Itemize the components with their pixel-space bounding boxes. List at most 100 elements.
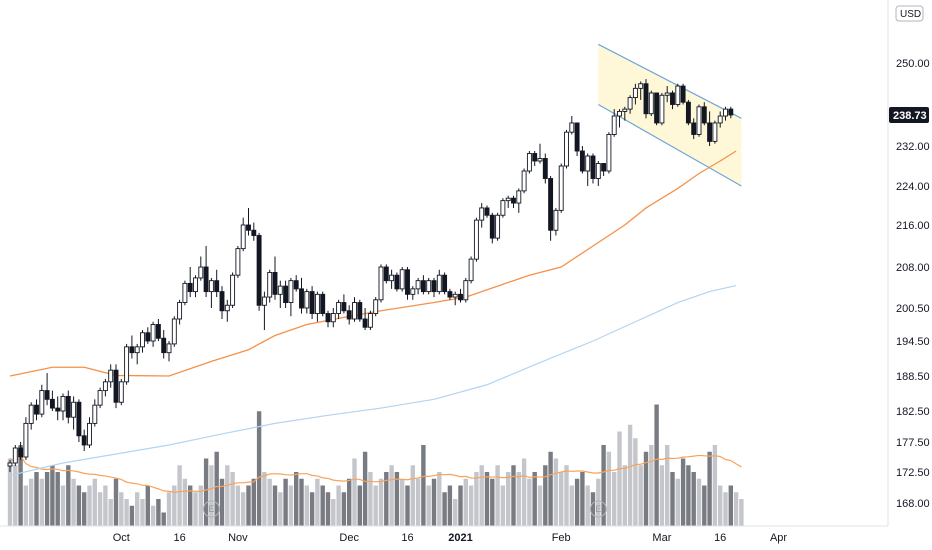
candle[interactable]: [664, 86, 670, 103]
candle[interactable]: [34, 399, 39, 421]
candle[interactable]: [65, 390, 71, 424]
channel-upper-line[interactable]: [598, 43, 742, 119]
candle[interactable]: [468, 256, 474, 284]
candle[interactable]: [526, 151, 532, 174]
candle[interactable]: [431, 277, 437, 298]
candle[interactable]: [39, 384, 45, 418]
candle[interactable]: [685, 99, 691, 126]
candle[interactable]: [701, 102, 707, 126]
candle[interactable]: [76, 399, 82, 442]
candle[interactable]: [177, 299, 183, 325]
candle[interactable]: [60, 393, 66, 421]
candle[interactable]: [521, 168, 527, 194]
candle[interactable]: [654, 92, 660, 126]
candle[interactable]: [92, 399, 98, 427]
candle[interactable]: [696, 104, 702, 137]
candle[interactable]: [473, 217, 479, 262]
candle[interactable]: [611, 109, 617, 137]
candle[interactable]: [659, 92, 665, 126]
candle[interactable]: [601, 163, 607, 177]
candle[interactable]: [97, 387, 103, 409]
candle[interactable]: [235, 246, 241, 278]
candle[interactable]: [415, 277, 421, 295]
candle[interactable]: [12, 445, 18, 466]
candle[interactable]: [208, 277, 214, 308]
candle[interactable]: [246, 207, 251, 236]
candle[interactable]: [198, 256, 204, 281]
candle[interactable]: [288, 277, 294, 317]
candle[interactable]: [55, 396, 61, 421]
candle[interactable]: [511, 195, 516, 208]
candle[interactable]: [267, 269, 273, 303]
candle[interactable]: [224, 299, 230, 322]
candle[interactable]: [150, 321, 156, 347]
candle[interactable]: [187, 267, 193, 298]
candle[interactable]: [81, 429, 87, 451]
candle[interactable]: [606, 132, 612, 174]
candlesticks[interactable]: [7, 79, 734, 472]
candle[interactable]: [537, 143, 543, 164]
candle[interactable]: [585, 153, 591, 187]
candle[interactable]: [569, 116, 575, 135]
candle[interactable]: [7, 460, 13, 472]
candle[interactable]: [256, 232, 262, 311]
candle[interactable]: [500, 198, 506, 218]
candle[interactable]: [383, 264, 389, 284]
candle[interactable]: [145, 327, 151, 344]
candle[interactable]: [712, 120, 718, 144]
candle[interactable]: [134, 343, 140, 365]
candle[interactable]: [87, 417, 92, 448]
candle[interactable]: [463, 277, 469, 303]
descending-channel[interactable]: [598, 43, 742, 187]
candle[interactable]: [548, 176, 554, 241]
candle[interactable]: [622, 106, 628, 121]
candle[interactable]: [505, 195, 511, 208]
candle[interactable]: [638, 81, 644, 100]
candle[interactable]: [489, 212, 495, 244]
candle[interactable]: [574, 122, 580, 156]
candle[interactable]: [314, 291, 320, 322]
candle[interactable]: [336, 299, 342, 319]
candle[interactable]: [214, 269, 220, 298]
candle[interactable]: [171, 316, 177, 347]
candle[interactable]: [166, 341, 172, 362]
candle[interactable]: [346, 305, 352, 325]
candle[interactable]: [261, 291, 267, 330]
candle[interactable]: [129, 335, 135, 359]
candle[interactable]: [579, 146, 585, 174]
candle[interactable]: [452, 291, 458, 306]
candle[interactable]: [627, 95, 633, 114]
candle[interactable]: [293, 275, 299, 292]
candle[interactable]: [399, 267, 405, 292]
candle[interactable]: [140, 330, 145, 353]
candle[interactable]: [373, 297, 379, 317]
candle[interactable]: [18, 442, 24, 460]
candle[interactable]: [410, 286, 416, 300]
candle[interactable]: [728, 106, 734, 119]
candle[interactable]: [707, 111, 713, 146]
candle[interactable]: [44, 373, 50, 406]
candle[interactable]: [124, 343, 130, 385]
candle[interactable]: [299, 277, 304, 314]
candle[interactable]: [352, 297, 357, 322]
earnings-marker[interactable]: E: [202, 500, 220, 518]
candle[interactable]: [564, 129, 569, 169]
candle[interactable]: [240, 217, 246, 252]
candle[interactable]: [648, 90, 654, 117]
candle[interactable]: [325, 310, 331, 328]
candle[interactable]: [23, 417, 29, 460]
candle[interactable]: [595, 161, 601, 186]
price-axis[interactable]: 250.00 232.00 224.00 216.00 208.00 200.50 194.…: [896, 58, 930, 510]
candle[interactable]: [102, 378, 108, 397]
candle[interactable]: [118, 378, 124, 406]
candle[interactable]: [516, 188, 522, 213]
candle[interactable]: [495, 212, 501, 241]
candle[interactable]: [28, 402, 34, 430]
candle[interactable]: [542, 153, 548, 184]
candle[interactable]: [680, 83, 686, 105]
candle[interactable]: [277, 280, 283, 308]
candle[interactable]: [272, 256, 278, 300]
candle[interactable]: [436, 269, 442, 295]
